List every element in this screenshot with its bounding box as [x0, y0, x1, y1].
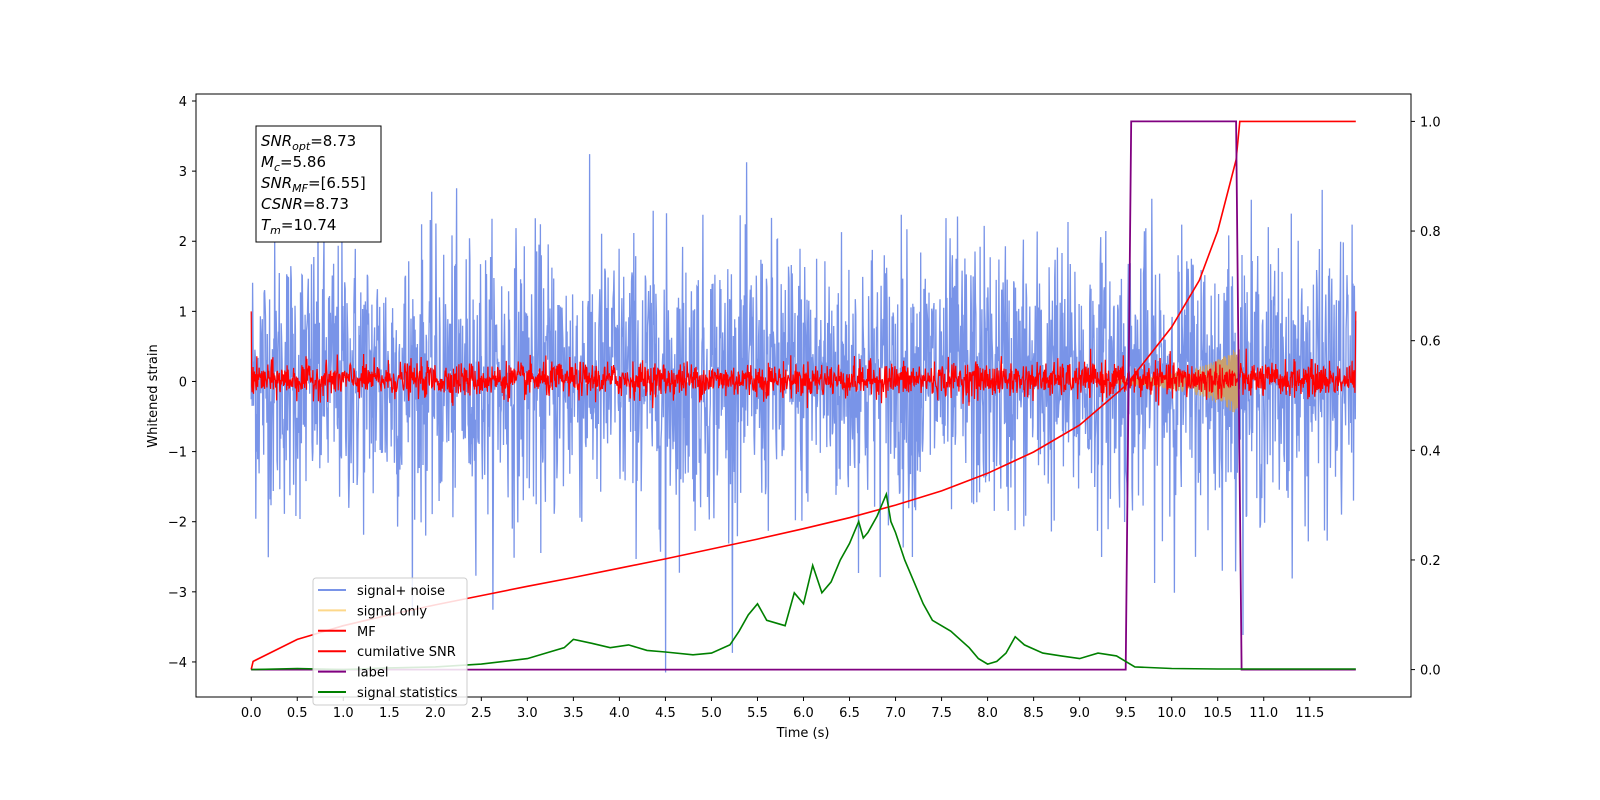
- x-tick-label: 1.5: [379, 706, 400, 721]
- x-tick-label: 2.0: [425, 706, 446, 721]
- x-tick-label: 1.0: [333, 706, 354, 721]
- x-tick-label: 0.0: [241, 706, 262, 721]
- legend-label: signal statistics: [357, 686, 458, 701]
- info-line: Mc=5.86: [261, 153, 326, 174]
- x-tick-label: 8.5: [1023, 706, 1044, 721]
- x-tick-label: 11.5: [1295, 706, 1324, 721]
- y-left-tick-label: 0: [179, 375, 187, 390]
- legend-label: signal only: [357, 604, 427, 619]
- y-left-tick-label: 2: [179, 235, 187, 250]
- y-right-tick-label: 0.0: [1420, 664, 1441, 679]
- legend-label: signal+ noise: [357, 584, 445, 599]
- x-tick-label: 2.5: [471, 706, 492, 721]
- y-left-tick-label: −4: [168, 656, 187, 671]
- y-left-tick-label: −1: [168, 446, 187, 461]
- y-left-tick-label: −3: [168, 586, 187, 601]
- x-tick-label: 4.0: [609, 706, 630, 721]
- info-line: SNRMF=[6.55]: [261, 174, 366, 195]
- y-left-tick-label: −2: [168, 516, 187, 531]
- y-axis-title-left: Whitened strain: [146, 344, 161, 447]
- y-right-tick-label: 0.4: [1420, 444, 1441, 459]
- y-left-tick-label: 4: [179, 95, 187, 110]
- info-box-frame: [255, 125, 382, 243]
- x-tick-label: 10.5: [1203, 706, 1232, 721]
- x-axis-title: Time (s): [776, 726, 830, 741]
- x-tick-label: 6.0: [793, 706, 814, 721]
- y-axis-left: 4 3 2 1 0 −1 −2 −3 −4: [168, 95, 196, 671]
- legend-label: label: [357, 666, 388, 681]
- legend: signal+ noise signal only MF cumilative SNR…: [312, 577, 468, 706]
- x-tick-label: 3.0: [517, 706, 538, 721]
- x-axis: 0.0 0.5 1.0 1.5 2.0 2.5 3.0 3.5 4.0 4.5 5.0 5.5 6.0 6…: [241, 697, 1324, 721]
- y-right-tick-label: 1.0: [1420, 115, 1441, 130]
- x-tick-label: 4.5: [655, 706, 676, 721]
- y-right-tick-label: 0.6: [1420, 335, 1441, 350]
- y-right-tick-label: 0.2: [1420, 554, 1441, 569]
- y-axis-right: 1.0 0.8 0.6 0.4 0.2 0.0: [1411, 115, 1441, 679]
- series-mf: [250, 311, 1357, 409]
- y-left-tick-label: 1: [179, 305, 187, 320]
- x-tick-label: 9.5: [1115, 706, 1136, 721]
- x-tick-label: 10.0: [1157, 706, 1186, 721]
- legend-label: MF: [357, 625, 376, 640]
- x-tick-label: 6.5: [839, 706, 860, 721]
- x-tick-label: 5.5: [747, 706, 768, 721]
- series-signal-only: [1115, 349, 1241, 413]
- x-tick-label: 0.5: [287, 706, 308, 721]
- x-tick-label: 7.5: [931, 706, 952, 721]
- x-tick-label: 3.5: [563, 706, 584, 721]
- series-signal-statistics: [251, 491, 1356, 671]
- legend-frame: [312, 577, 468, 706]
- info-line: CSNR=8.73: [261, 195, 349, 213]
- x-tick-label: 9.0: [1069, 706, 1090, 721]
- info-line: Tm=10.74: [261, 216, 336, 237]
- x-tick-label: 5.0: [701, 706, 722, 721]
- x-tick-label: 7.0: [885, 706, 906, 721]
- x-tick-label: 11.0: [1249, 706, 1278, 721]
- y-right-tick-label: 0.8: [1420, 225, 1441, 240]
- info-line: SNRopt=8.73: [261, 132, 356, 153]
- y-left-tick-label: 3: [179, 165, 187, 180]
- x-tick-label: 8.0: [977, 706, 998, 721]
- legend-label: cumilative SNR: [357, 645, 456, 660]
